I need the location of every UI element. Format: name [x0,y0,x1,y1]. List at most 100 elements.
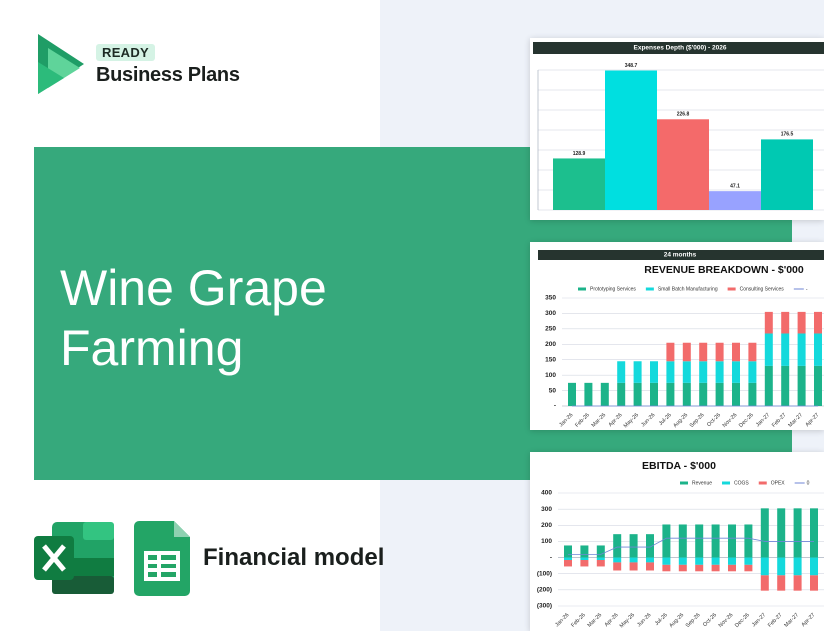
bar-segment [814,365,822,406]
x-tick-label: Feb-27 [771,412,788,429]
bar-segment [568,382,576,406]
bar-segment [797,311,806,334]
bar-segment [662,557,671,565]
bar-segment [682,382,691,406]
bar-segment [564,545,572,558]
chart-card: 24 months REVENUE BREAKDOWN - $'000 Protot… [530,242,824,430]
legend-label: Small Batch Manufacturing [658,286,718,292]
x-tick-label: Apr-27 [801,612,817,628]
bar-segment [732,382,740,406]
bar-segment [793,575,802,591]
bar-segment [777,508,786,558]
bar-segment [564,557,572,560]
legend-swatch [578,287,586,291]
icon-shape [52,576,114,594]
legend-label: COGS [734,480,749,486]
x-tick-label: Aug-26 [672,412,689,429]
legend-swatch [680,481,688,485]
bar-segment [678,564,687,572]
footer-label: Financial model [203,544,385,571]
bar-segment [814,311,822,334]
chart: EBITDA - $'000 Revenue COGS OPEX 0 (300) (200)… [537,460,824,629]
y-tick-label: 200 [545,341,556,348]
chart: 24 months REVENUE BREAKDOWN - $'000 Protot… [538,250,824,429]
bar-segment [760,508,769,558]
bar-segment [633,382,642,406]
x-tick-label: Aug-26 [668,612,685,629]
x-tick-label: Dec-26 [734,612,751,629]
x-tick-label: Feb-26 [570,612,587,629]
chart-title: EBITDA - $'000 [642,460,716,472]
icon-shape [174,521,190,537]
bar-segment [728,524,736,558]
bar-segment [699,382,708,406]
value-label: 348.7 [625,63,638,69]
bar-segment [646,557,654,563]
x-tick-label: May-26 [623,412,640,429]
bar-segment [666,382,675,406]
x-tick-label: Jun-26 [636,612,652,628]
y-tick-label: 50 [549,387,557,394]
x-tick-label: Jul-26 [654,612,669,627]
bar-segment [666,342,675,362]
x-tick-label: Feb-26 [574,412,591,429]
value-label: 176.5 [781,132,794,138]
x-tick-label: Mar-26 [587,612,604,629]
bar [657,119,709,210]
chart: Expenses Depth ($'000) - 2026 128.9 348.7 2… [533,42,824,211]
bar-segment [744,557,753,565]
y-tick-label: (300) [537,603,552,610]
bar-segment [699,342,708,362]
bar-segment [715,382,724,406]
y-tick-label: 100 [545,372,556,379]
x-tick-label: May-26 [619,612,636,629]
bar-segment [682,342,691,362]
bar-segment [744,564,753,572]
brand-name: Business Plans [96,64,240,86]
chart-card: Expenses Depth ($'000) - 2026 128.9 348.7 2… [530,38,824,220]
x-tick-label: Feb-27 [767,612,784,629]
bar-segment [764,333,773,366]
x-tick-label: Mar-27 [783,612,800,629]
x-tick-label: Apr-27 [805,412,821,428]
sheets-icon [134,521,190,596]
bar-segment [810,508,818,558]
y-tick-label: 150 [545,356,556,363]
x-tick-label: Jan-27 [755,412,771,428]
icon-shape [42,544,66,572]
bar-segment [662,524,671,558]
bar [761,139,813,210]
y-tick-label: 250 [545,326,556,333]
bar-segment [728,557,736,565]
bar-segment [699,361,708,383]
title-bar [533,42,824,54]
bar-segment [744,524,753,558]
bar-segment [695,557,704,565]
chart-title: REVENUE BREAKDOWN - $'000 [644,264,804,276]
x-tick-label: Jun-26 [640,412,656,428]
legend-swatch [758,481,767,485]
x-tick-label: Sep-26 [685,612,702,629]
bar-segment [728,564,736,572]
bar-segment [760,575,769,591]
bar-segment [764,365,773,406]
legend-swatch [727,287,736,291]
chart-header: 24 months [664,252,697,259]
bar-segment [613,534,622,558]
header-bar [538,250,824,260]
bar-segment [580,545,589,558]
icon-shape [144,551,180,581]
bar-segment [797,365,806,406]
chart-card: EBITDA - $'000 Revenue COGS OPEX 0 (300) (200)… [530,452,824,631]
bar-segment [629,534,638,558]
bar-segment [662,564,671,572]
plan-title: Wine Grape Farming [60,260,327,376]
x-tick-label: Jan-26 [554,612,570,628]
legend-swatch [722,481,731,485]
x-tick-label: Dec-26 [738,412,755,429]
bar-segment [695,564,704,572]
bar-segment [715,342,724,362]
icon-shape [83,522,114,540]
